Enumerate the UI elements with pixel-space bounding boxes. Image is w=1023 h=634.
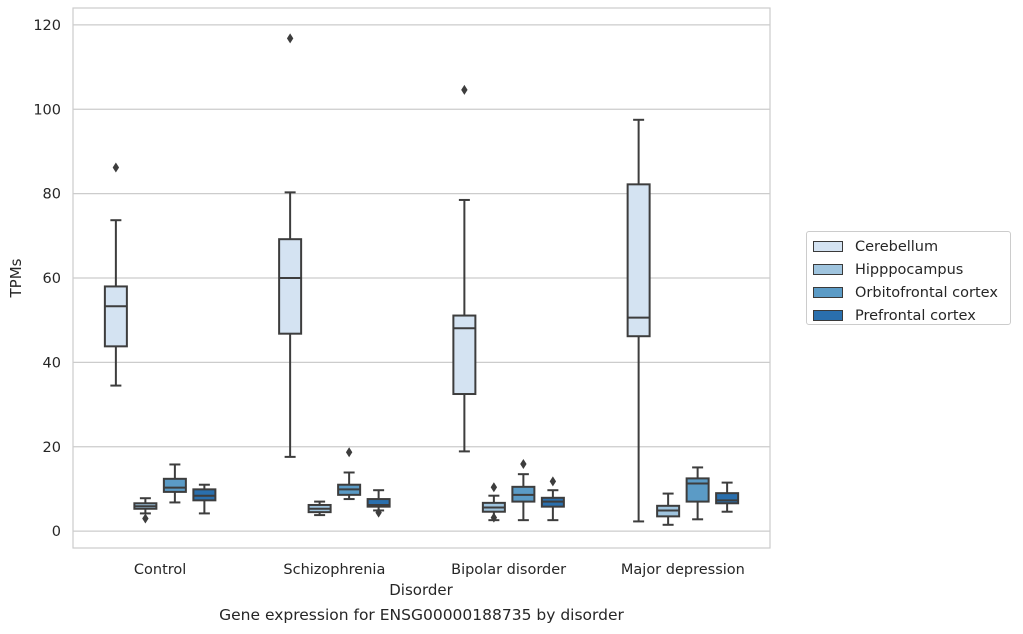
y-axis-label: TPMs — [7, 258, 25, 298]
box-cerebellum — [452, 84, 477, 453]
legend-swatch — [813, 264, 843, 275]
box-prefrontal-cortex — [366, 489, 391, 518]
x-tick-label: Control — [134, 562, 186, 578]
outlier-point — [375, 507, 382, 518]
box-orbitofrontal-cortex — [511, 459, 536, 522]
x-tick-label: Bipolar disorder — [451, 562, 566, 578]
box-orbitofrontal-cortex — [337, 447, 362, 501]
box-prefrontal-cortex — [540, 476, 565, 522]
legend-label: Prefrontal cortex — [855, 307, 976, 324]
y-tick-label: 120 — [33, 18, 61, 34]
figure-caption: Gene expression for ENSG00000188735 by d… — [219, 606, 624, 624]
outlier-point — [549, 476, 557, 487]
outlier-point — [461, 84, 468, 95]
legend-item: Prefrontal cortex — [813, 304, 1010, 327]
box-hipppocampus — [133, 497, 158, 524]
outlier-point — [520, 459, 527, 470]
legend-label: Cerebellum — [855, 238, 939, 255]
outlier-point — [345, 447, 353, 458]
legend-label: Orbitofrontal cortex — [855, 284, 998, 301]
y-tick-label: 80 — [43, 187, 61, 203]
iqr-box — [715, 492, 740, 505]
y-tick-label: 0 — [52, 524, 61, 540]
box-prefrontal-cortex — [715, 481, 740, 513]
y-tick-label: 40 — [43, 355, 61, 371]
legend-item: Orbitofrontal cortex — [813, 281, 1010, 304]
legend-item: Hipppocampus — [813, 258, 1010, 281]
legend: Cerebellum Hipppocampus Orbitofrontal cort… — [806, 231, 1011, 325]
iqr-box — [366, 498, 391, 508]
x-tick-label: Major depression — [621, 562, 745, 578]
legend-swatch — [813, 310, 843, 321]
outlier-point — [142, 513, 149, 524]
iqr-box — [162, 477, 187, 493]
y-tick-label: 20 — [43, 440, 61, 456]
legend-swatch — [813, 287, 843, 298]
box-hipppocampus — [307, 500, 332, 517]
y-tick-label: 100 — [33, 102, 61, 118]
legend-label: Hipppocampus — [855, 261, 964, 278]
iqr-box — [452, 314, 477, 396]
iqr-box — [626, 183, 651, 338]
box-orbitofrontal-cortex — [685, 466, 710, 521]
outlier-point — [286, 33, 294, 44]
x-tick-label: Schizophrenia — [283, 562, 385, 578]
legend-swatch — [813, 241, 843, 252]
box-cerebellum — [626, 118, 651, 523]
outlier-point — [112, 162, 120, 173]
outlier-point — [490, 482, 498, 493]
iqr-box — [278, 238, 303, 335]
box-hipppocampus — [656, 492, 681, 526]
box-cerebellum — [278, 33, 303, 458]
y-tick-label: 60 — [43, 271, 61, 287]
iqr-box — [685, 477, 710, 503]
box-prefrontal-cortex — [192, 483, 217, 515]
box-cerebellum — [103, 162, 128, 387]
box-hipppocampus — [481, 482, 506, 523]
box-orbitofrontal-cortex — [162, 463, 187, 504]
iqr-box — [103, 285, 128, 348]
legend-item: Cerebellum — [813, 235, 1010, 258]
x-axis-label: Disorder — [389, 581, 453, 599]
outlier-point — [490, 512, 498, 523]
